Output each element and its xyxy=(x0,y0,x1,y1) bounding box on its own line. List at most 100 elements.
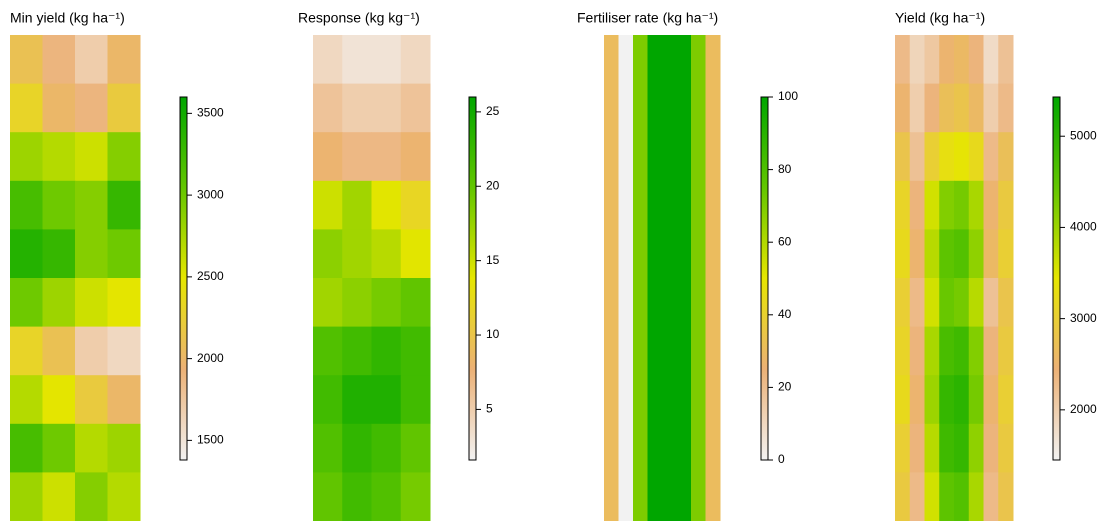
raster-cell xyxy=(400,35,431,85)
raster-cell xyxy=(313,180,343,230)
raster-cell xyxy=(983,35,999,85)
raster-cell xyxy=(400,132,431,182)
raster-cell xyxy=(107,180,141,230)
raster-cell xyxy=(705,35,721,522)
raster-cell xyxy=(107,229,141,279)
colorbar-tick-label: 25 xyxy=(486,104,500,118)
raster-cell xyxy=(313,375,343,425)
raster-cell xyxy=(342,326,372,376)
raster-cell xyxy=(968,278,984,328)
raster-cell xyxy=(924,375,940,425)
raster-cell xyxy=(313,83,343,133)
raster-cell xyxy=(983,326,999,376)
colorbar xyxy=(760,96,769,461)
panel-title: Response (kg kg⁻¹) xyxy=(298,10,420,26)
raster-cell xyxy=(604,35,619,522)
raster-cell xyxy=(371,35,402,85)
colorbar-tick-label: 2500 xyxy=(197,269,224,283)
raster-cell xyxy=(400,180,431,230)
raster-cell xyxy=(75,180,108,230)
raster-cell xyxy=(998,472,1014,522)
raster-cell xyxy=(924,472,940,522)
raster-cell xyxy=(42,423,76,473)
raster-cell xyxy=(342,375,372,425)
raster-cell xyxy=(895,472,911,522)
raster-cell xyxy=(954,423,970,473)
colorbar-tick-label: 4000 xyxy=(1070,220,1097,234)
raster-cell xyxy=(10,229,43,279)
colorbar-tick-label: 100 xyxy=(778,89,798,103)
raster-cell xyxy=(107,472,141,522)
raster-cell xyxy=(75,423,108,473)
raster-cell xyxy=(371,326,402,376)
raster-cell xyxy=(371,132,402,182)
raster-cell xyxy=(10,278,43,328)
raster-cell xyxy=(895,83,911,133)
raster-cell xyxy=(895,132,911,182)
colorbar xyxy=(179,96,188,461)
raster-cell xyxy=(10,375,43,425)
colorbar-tick-label: 0 xyxy=(778,452,785,466)
raster-cell xyxy=(998,83,1014,133)
raster-cell xyxy=(371,229,402,279)
raster-cell xyxy=(998,423,1014,473)
raster-cell xyxy=(647,35,663,522)
colorbar xyxy=(468,96,477,461)
raster-cell xyxy=(909,132,925,182)
raster-cell xyxy=(75,229,108,279)
raster-cell xyxy=(691,35,706,522)
raster-cell xyxy=(909,83,925,133)
raster-cell xyxy=(400,472,431,522)
raster-cell xyxy=(371,375,402,425)
raster-cell xyxy=(75,278,108,328)
raster-cell xyxy=(998,326,1014,376)
raster-cell xyxy=(983,229,999,279)
raster-cell xyxy=(939,375,955,425)
raster-cell xyxy=(954,326,970,376)
raster-cell xyxy=(968,83,984,133)
raster-cell xyxy=(924,229,940,279)
raster-cell xyxy=(909,472,925,522)
raster-cell xyxy=(954,83,970,133)
raster-cell xyxy=(313,132,343,182)
colorbar-tick-label: 5000 xyxy=(1070,128,1097,142)
raster-cell xyxy=(42,132,76,182)
raster-cell xyxy=(924,423,940,473)
raster-cell xyxy=(10,423,43,473)
raster-cell xyxy=(939,423,955,473)
raster-cell xyxy=(313,35,343,85)
raster-cell xyxy=(107,278,141,328)
raster-cell xyxy=(633,35,648,522)
raster-cell xyxy=(909,278,925,328)
raster-cell xyxy=(75,472,108,522)
raster-cell xyxy=(924,35,940,85)
raster-cell xyxy=(342,423,372,473)
raster-cell xyxy=(939,278,955,328)
raster-cell xyxy=(968,326,984,376)
raster-cell xyxy=(371,83,402,133)
colorbar-tick-label: 15 xyxy=(486,253,500,267)
colorbar-tick-label: 3000 xyxy=(1070,311,1097,325)
raster-cell xyxy=(998,229,1014,279)
raster-cell xyxy=(42,229,76,279)
raster-cell xyxy=(939,180,955,230)
raster-cell xyxy=(983,423,999,473)
colorbar-tick-label: 1500 xyxy=(197,433,224,447)
raster-cell xyxy=(107,423,141,473)
colorbar-tick-label: 5 xyxy=(486,402,493,416)
raster-cell xyxy=(983,278,999,328)
raster-cell xyxy=(42,326,76,376)
raster-cell xyxy=(10,132,43,182)
raster-cell xyxy=(371,423,402,473)
raster-cell xyxy=(313,472,343,522)
raster-cell xyxy=(75,326,108,376)
raster-cell xyxy=(998,180,1014,230)
raster-cell xyxy=(909,180,925,230)
raster-cell xyxy=(42,35,76,85)
raster-cell xyxy=(939,35,955,85)
raster-cell xyxy=(983,472,999,522)
colorbar-tick-label: 3500 xyxy=(197,106,224,120)
raster-cell xyxy=(342,229,372,279)
raster-cell xyxy=(400,423,431,473)
raster-cell xyxy=(968,132,984,182)
